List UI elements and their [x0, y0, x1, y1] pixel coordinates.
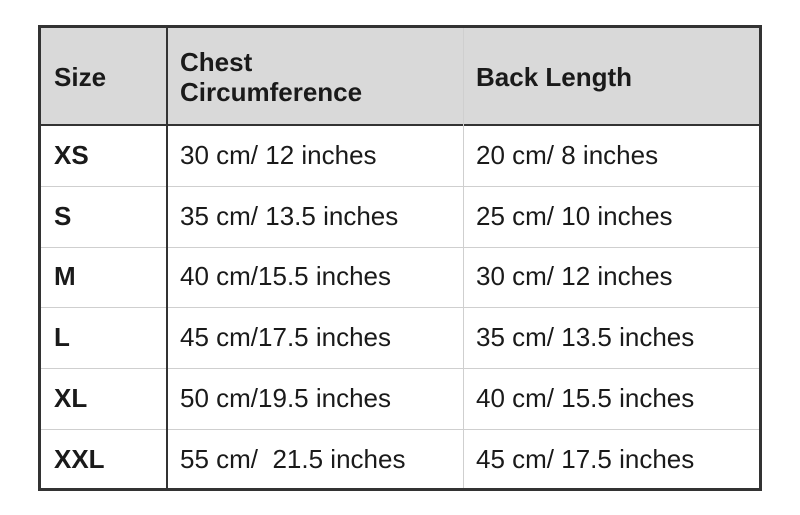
row-divider: [41, 246, 759, 248]
value-cell: 30 cm/ 12 inches: [180, 139, 377, 170]
size-table: Size Chest Circumference Back Length XS 30 c…: [38, 25, 762, 491]
row-divider: [41, 307, 759, 309]
size-cell: L: [54, 322, 70, 353]
size-cell: XL: [54, 383, 88, 414]
value-cell: 20 cm/ 8 inches: [476, 139, 659, 170]
value-cell: 40 cm/15.5 inches: [180, 261, 392, 292]
value-cell: 45 cm/17.5 inches: [180, 322, 392, 353]
value-cell: 35 cm/ 13.5 inches: [180, 200, 399, 231]
value-cell: 45 cm/ 17.5 inches: [476, 443, 695, 474]
size-cell: S: [54, 200, 72, 231]
row-divider: [41, 368, 759, 370]
header-divider: [41, 124, 759, 126]
header-cell: Size: [41, 28, 167, 125]
value-cell: 55 cm/ 21.5 inches: [180, 443, 406, 474]
header-cell: Chest Circumference: [167, 28, 463, 125]
header-text: Size: [54, 61, 107, 92]
value-cell: 40 cm/ 15.5 inches: [476, 383, 695, 414]
value-cell: 30 cm/ 12 inches: [476, 261, 673, 292]
row-divider: [41, 185, 759, 187]
size-cell: XS: [54, 139, 89, 170]
header-text: Back Length: [476, 61, 633, 92]
column-divider: [166, 28, 168, 488]
value-cell: 50 cm/19.5 inches: [180, 383, 392, 414]
header-cell: Back Length: [463, 28, 759, 125]
value-cell: 35 cm/ 13.5 inches: [476, 322, 695, 353]
header-text: Chest Circumference: [180, 46, 363, 107]
value-cell: 25 cm/ 10 inches: [476, 200, 673, 231]
row-divider: [41, 429, 759, 430]
size-cell: XXL: [54, 443, 105, 474]
column-divider: [463, 28, 464, 488]
size-cell: M: [54, 261, 76, 292]
